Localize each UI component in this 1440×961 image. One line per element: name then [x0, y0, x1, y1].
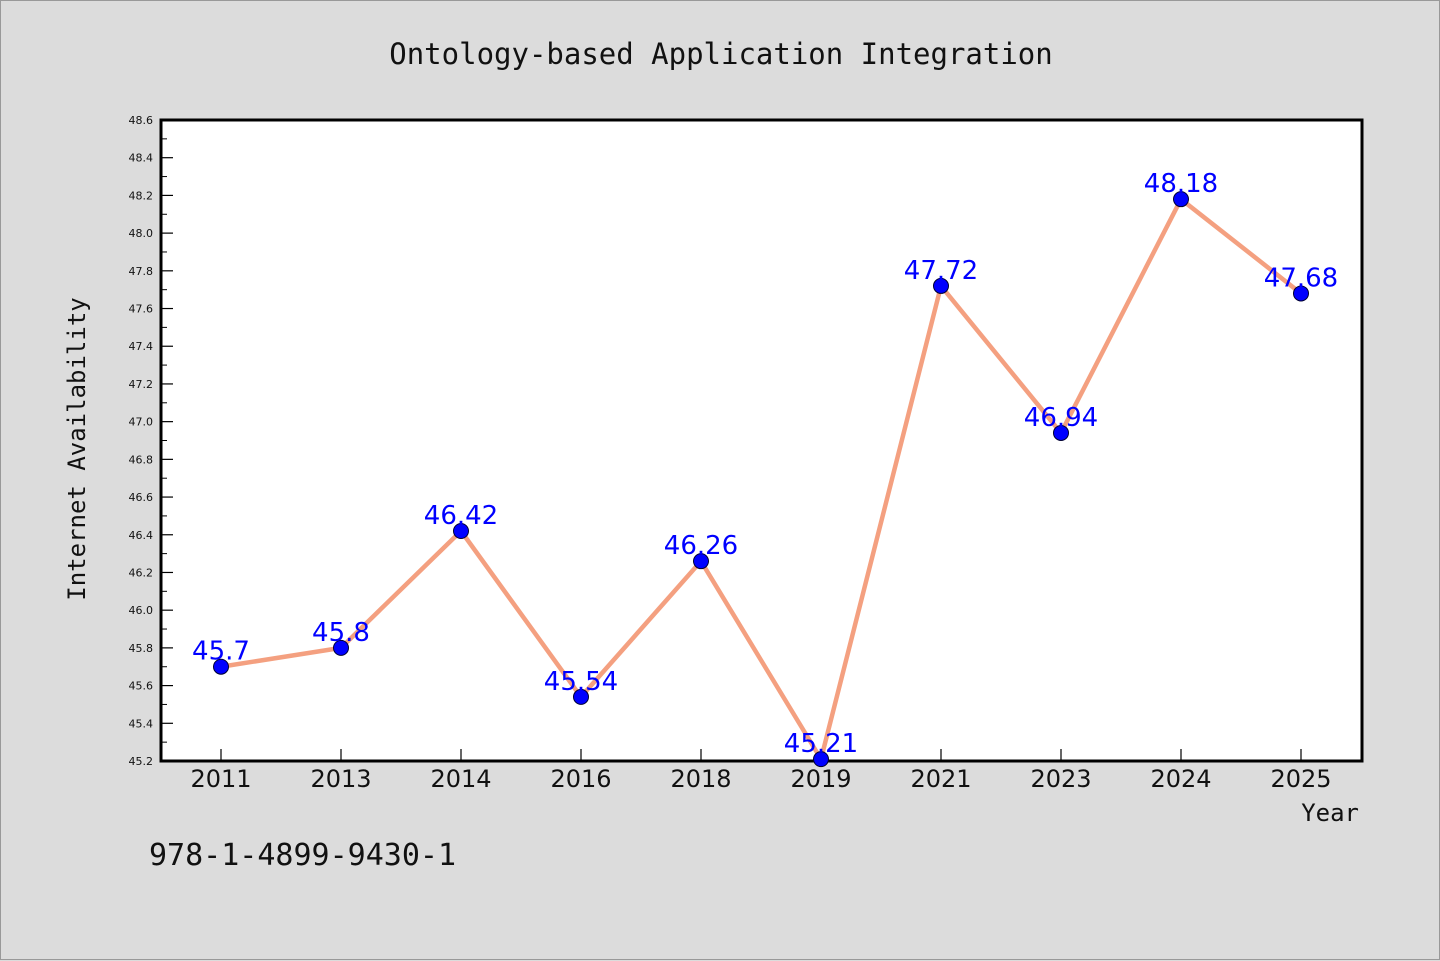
data-point — [813, 751, 829, 768]
y-tick-label: 45.6 — [129, 680, 154, 693]
data-point — [1293, 285, 1309, 302]
y-tick-label: 46.6 — [129, 491, 154, 504]
data-point — [933, 277, 949, 294]
x-axis: 2011 2013 2014 2016 2018 2019 2021 2023 2024 2025 — [190, 749, 1332, 793]
series-layer — [213, 191, 1309, 768]
series-line — [218, 196, 1304, 762]
plot-area — [159, 118, 1364, 763]
data-label: 47.72 — [904, 256, 978, 286]
y-tick-label: 47.2 — [129, 378, 154, 391]
data-label: 48.18 — [1144, 169, 1218, 199]
y-tick-label: 48.4 — [129, 152, 154, 165]
y-tick-label: 47.8 — [129, 265, 154, 278]
y-tick-label: 47.0 — [129, 416, 154, 429]
x-tick-label: 2016 — [550, 765, 611, 793]
data-point — [1173, 191, 1189, 208]
x-tick-label: 2023 — [1030, 765, 1091, 793]
x-axis-label: Year — [1301, 799, 1359, 827]
y-tick-label: 46.2 — [129, 566, 154, 579]
data-label: 45.7 — [192, 637, 250, 667]
x-tick-label: 2024 — [1150, 765, 1211, 793]
y-tick-label: 48.0 — [129, 227, 154, 240]
y-tick-label: 46.0 — [129, 604, 154, 617]
y-tick-label: 46.4 — [129, 529, 154, 542]
data-label: 45.21 — [784, 729, 858, 759]
isbn-footnote: 978-1-4899-9430-1 — [149, 838, 456, 873]
y-tick-label: 47.6 — [129, 303, 154, 316]
x-tick-label: 2013 — [310, 765, 371, 793]
data-label: 47.68 — [1264, 263, 1338, 293]
y-tick-label: 48.6 — [129, 114, 154, 127]
y-tick-label: 48.2 — [129, 189, 154, 202]
x-tick-label: 2025 — [1270, 765, 1331, 793]
chart-title: Ontology-based Application Integration — [389, 37, 1052, 71]
y-tick-label: 45.8 — [129, 642, 154, 655]
data-point — [573, 688, 589, 705]
data-label: 45.8 — [312, 618, 370, 648]
y-axis: 45.2 45.4 45.6 45.8 46.0 46.2 46.4 46.6 46.8 47.0… — [129, 114, 173, 768]
x-tick-label: 2019 — [790, 765, 851, 793]
data-point — [693, 553, 709, 570]
data-label: 46.42 — [424, 501, 498, 531]
data-point — [453, 522, 469, 539]
data-labels: 45.7 45.8 46.42 45.54 46.26 45.21 47.72 46.94 48… — [192, 169, 1338, 759]
y-tick-label: 47.4 — [129, 340, 154, 353]
x-tick-label: 2011 — [190, 765, 251, 793]
data-label: 46.26 — [664, 531, 738, 561]
data-label: 45.54 — [544, 667, 618, 697]
y-tick-label: 45.2 — [129, 755, 154, 768]
data-point — [1053, 424, 1069, 441]
data-point — [213, 658, 229, 675]
x-tick-label: 2021 — [910, 765, 971, 793]
x-tick-label: 2018 — [670, 765, 731, 793]
y-tick-label: 45.4 — [129, 717, 154, 730]
x-tick-label: 2014 — [430, 765, 491, 793]
data-label: 46.94 — [1024, 403, 1098, 433]
y-axis-label: Internet Availability — [63, 297, 91, 600]
data-point — [333, 639, 349, 656]
y-tick-label: 46.8 — [129, 453, 154, 466]
